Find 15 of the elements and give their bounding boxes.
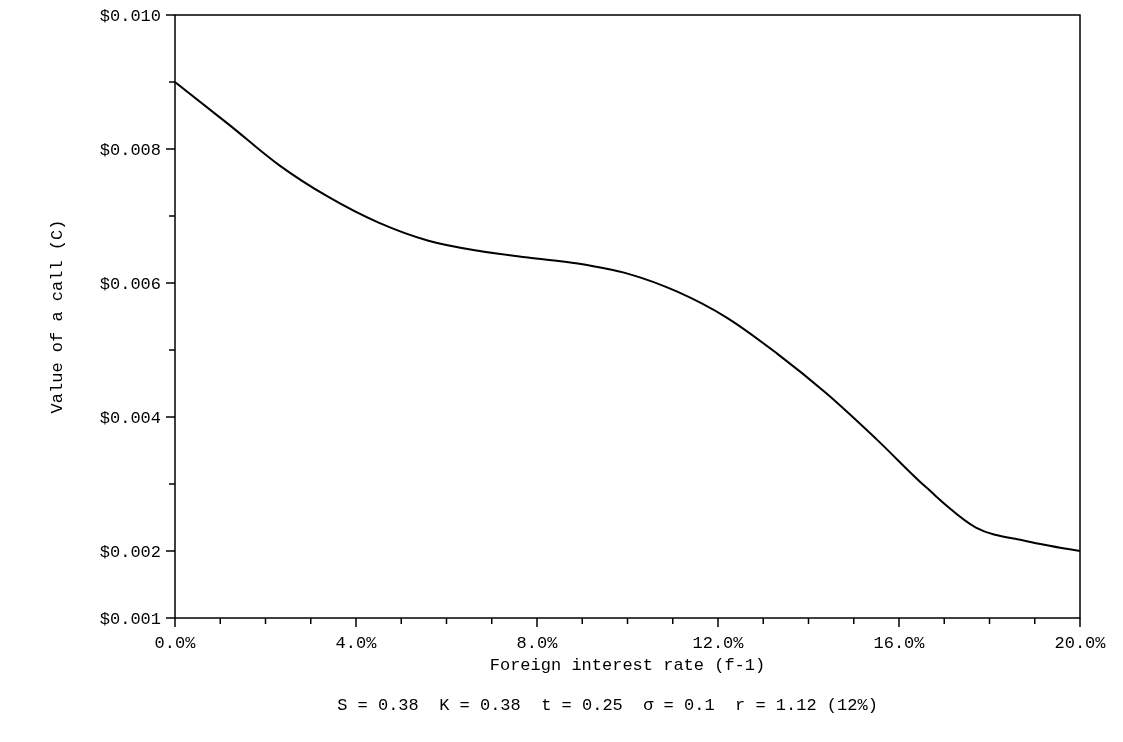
x-tick-label: 20.0% xyxy=(1054,634,1107,653)
y-axis-title: Value of a call (C) xyxy=(48,219,67,414)
y-tick-label: $0.004 xyxy=(99,408,161,428)
y-tick-label: $0.006 xyxy=(99,274,161,294)
x-axis-title: Foreign interest rate (f-1) xyxy=(489,656,766,675)
x-tick-label: 12.0% xyxy=(692,634,745,653)
y-tick-label: $0.008 xyxy=(99,140,161,160)
y-tick-label: $0.002 xyxy=(99,542,161,562)
text: S = 0.38 K = 0.38 t = 0.25 σ = 0.1 r = 1.12 (12%) xyxy=(337,696,878,715)
y-tick-label: $0.001 xyxy=(99,609,161,629)
x-tick-label: 4.0% xyxy=(335,634,378,653)
x-tick-label: 16.0% xyxy=(873,634,926,653)
y-tick-label: $0.010 xyxy=(99,6,161,26)
x-tick-label: 0.0% xyxy=(154,634,197,653)
x-tick-label: 8.0% xyxy=(516,634,559,653)
